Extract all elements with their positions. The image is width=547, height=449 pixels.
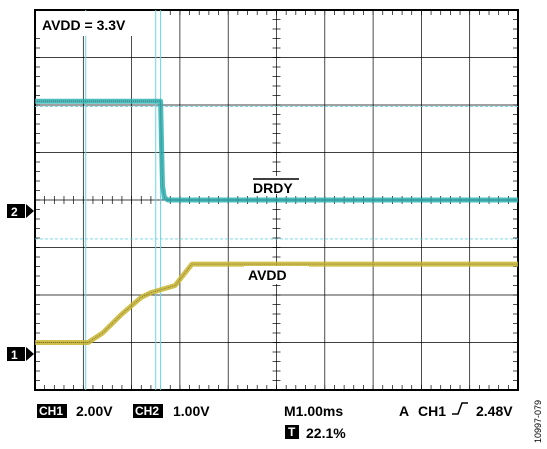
- timebase: M1.00ms: [284, 403, 343, 419]
- ch1-badge: [37, 404, 67, 418]
- ch1-badge-label: CH1: [39, 404, 63, 418]
- trace-avdd-noise: [35, 263, 518, 343]
- drdy-label: DRDY: [253, 180, 293, 196]
- avdd-label: AVDD: [248, 267, 287, 283]
- trigger-channel: CH1: [418, 403, 446, 419]
- traces: [35, 98, 518, 345]
- channel-1-marker-label: 1: [11, 348, 18, 362]
- trace-drdy-noise: [35, 100, 518, 201]
- drdy-label-box: [250, 176, 306, 194]
- channel-1-marker: 1: [7, 347, 34, 362]
- ch2-badge-label: CH2: [135, 404, 159, 418]
- rising-edge-icon: [452, 402, 468, 415]
- channel-2-marker-label: 2: [11, 205, 18, 219]
- trigger-level: 2.48V: [476, 403, 513, 419]
- ch2-scale: 1.00V: [173, 403, 210, 419]
- channel-2-marker: 2: [7, 204, 34, 219]
- ch1-scale: 2.00V: [76, 403, 113, 419]
- t-badge-label: T: [288, 425, 296, 439]
- t-badge: [285, 425, 299, 439]
- t-position: 22.1%: [306, 425, 346, 441]
- chart-title: AVDD = 3.3V: [42, 17, 126, 33]
- scope-footer: CH1 2.00V CH2 1.00V M1.00ms A CH1 2.48V …: [37, 402, 513, 441]
- trigger-prefix: A: [399, 403, 409, 419]
- figure-id: 10997-079: [533, 400, 543, 443]
- ch2-badge: [133, 404, 163, 418]
- title-box: [36, 11, 154, 36]
- avdd-label-box: [244, 266, 309, 284]
- time-cursors: [35, 10, 518, 390]
